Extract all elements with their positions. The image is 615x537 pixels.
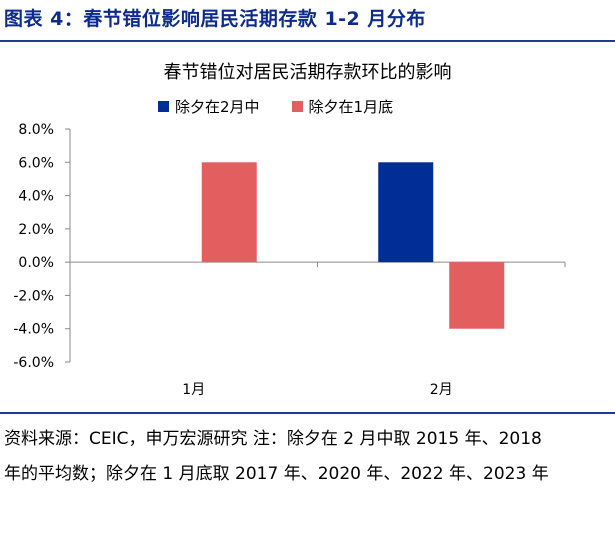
bar-jan-end-1 (201, 162, 257, 263)
source-rule (0, 412, 615, 414)
legend-item-jan: 除夕在1月底 (291, 96, 394, 117)
chart-title: 春节错位对居民活期存款环比的影响 (163, 62, 452, 83)
x-tick-label: 1月 (182, 382, 205, 398)
bar-feb-mid-2 (378, 162, 434, 263)
legend-swatch-feb (158, 101, 169, 112)
source-note: 资料来源：CEIC，申万宏源研究 注：除夕在 2 月中取 2015 年、2018… (4, 429, 549, 484)
y-tick-label: 8.0% (18, 122, 54, 138)
legend-swatch-jan (291, 101, 303, 112)
bar-chart: 8.0% 6.0% 4.0% 2.0% 0.0% -2.0% -4.0% -6.0% 1月 2月 (13, 122, 566, 398)
legend-item-feb: 除夕在2月中 (158, 96, 260, 117)
legend-label-feb: 除夕在2月中 (175, 98, 260, 116)
x-tick-label: 2月 (430, 382, 453, 398)
y-tick-label: -6.0% (13, 355, 54, 371)
y-tick-label: 2.0% (18, 222, 54, 238)
legend-label-jan: 除夕在1月底 (308, 98, 394, 116)
bar-jan-end-2 (449, 262, 505, 329)
chart-legend: 除夕在2月中 除夕在1月底 (158, 96, 425, 117)
title-rule (0, 40, 615, 42)
y-tick-label: 0.0% (18, 255, 54, 271)
y-tick-label: -4.0% (13, 322, 54, 338)
y-tick-label: 6.0% (18, 155, 54, 171)
figure-title: 图表 4：春节错位影响居民活期存款 1-2 月分布 (4, 8, 426, 30)
y-tick-label: 4.0% (18, 189, 54, 205)
y-tick-label: -2.0% (13, 288, 54, 304)
